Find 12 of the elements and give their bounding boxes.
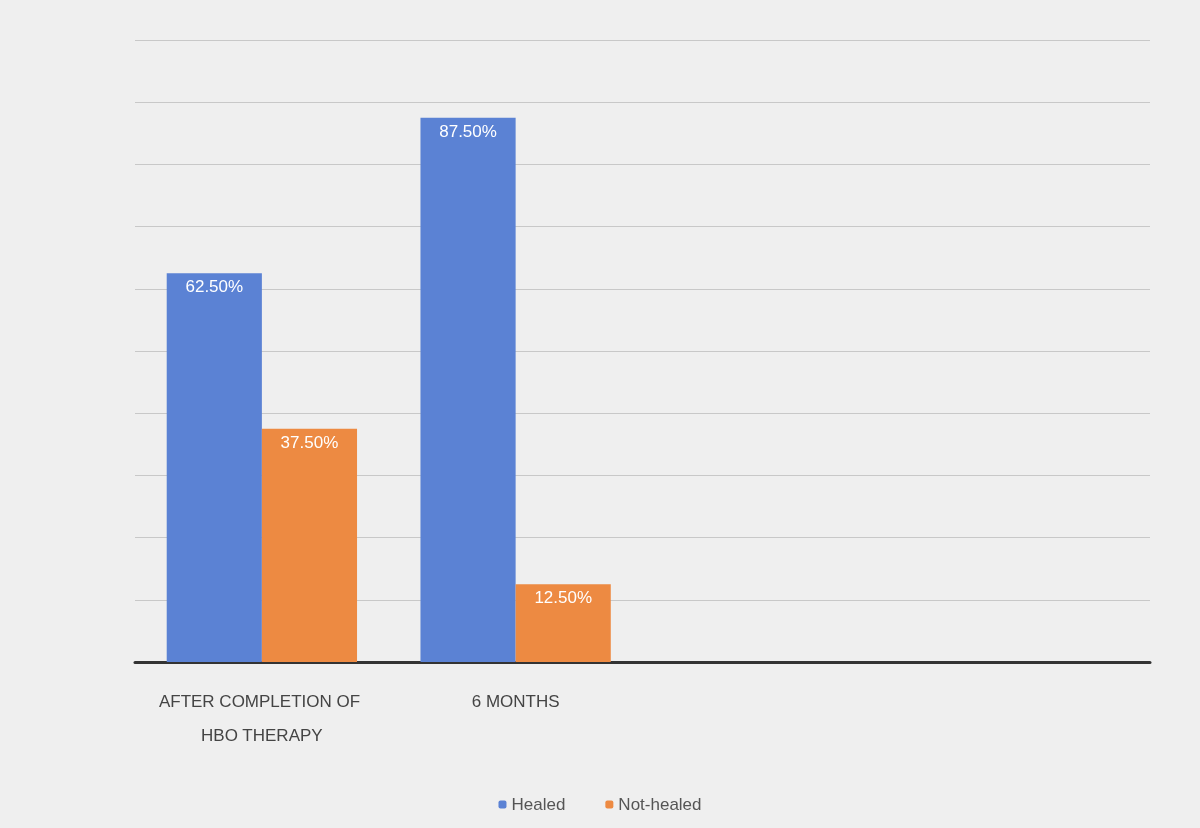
bar [515, 584, 611, 662]
data-label: 87.50% [439, 121, 497, 141]
bar [261, 428, 358, 662]
x-tick-label: AFTER COMPLETION OF HBO THERAPY [158, 691, 365, 745]
legend-label: Not-healed [618, 795, 702, 814]
legend-label: Healed [511, 795, 566, 814]
data-label: 62.50% [185, 277, 244, 297]
x-tick-label: 6 MONTHS [471, 691, 560, 711]
bar [420, 117, 516, 662]
data-label: 37.50% [280, 432, 339, 452]
bar [166, 273, 262, 662]
data-label: 12.50% [534, 588, 593, 608]
